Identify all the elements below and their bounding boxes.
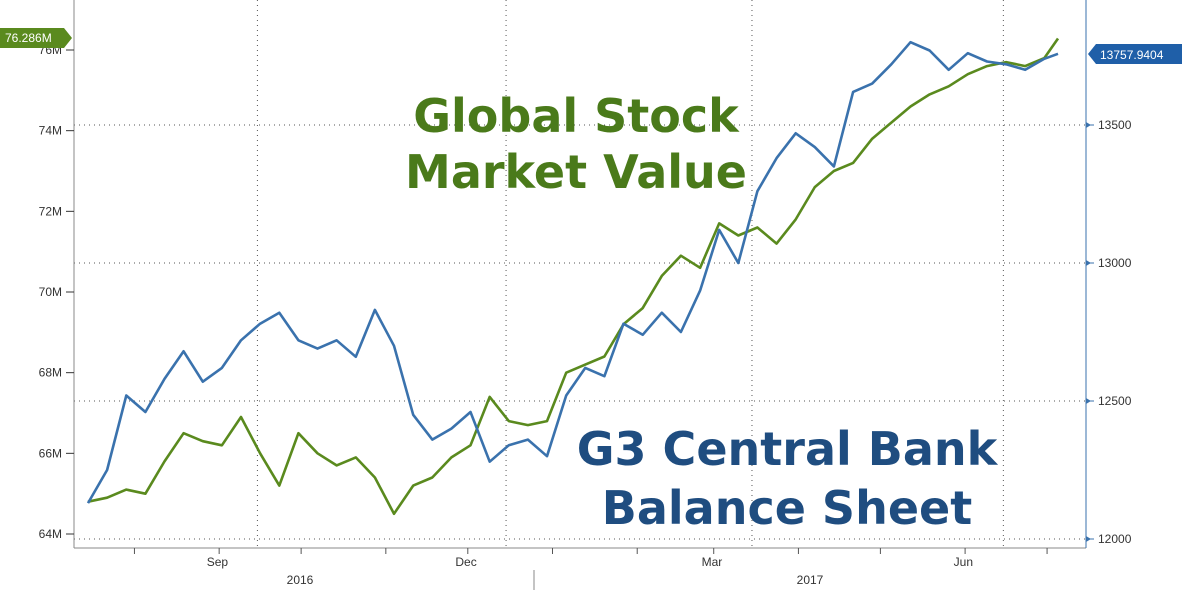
x-tick-label: Sep <box>207 555 229 569</box>
last-value-tags: 76.286M 13757.9404 <box>0 28 1182 64</box>
right-tick-label: 13000 <box>1098 256 1132 270</box>
cb-annotation-line1: G3 Central Bank <box>577 422 999 476</box>
cb-last-value-label: 13757.9404 <box>1100 48 1164 62</box>
left-tick-label: 72M <box>39 204 62 218</box>
right-tick-arrow <box>1086 122 1091 128</box>
x-year-label: 2016 <box>287 573 314 587</box>
stock-annotation-line1: Global Stock <box>413 89 740 143</box>
stock-last-value-label: 76.286M <box>5 31 52 45</box>
x-tick-label: Jun <box>954 555 973 569</box>
left-tick-label: 68M <box>39 366 62 380</box>
right-tick-arrow <box>1086 260 1091 266</box>
left-tick-label: 64M <box>39 527 62 541</box>
series-lines <box>86 37 1060 516</box>
left-tick-label: 70M <box>39 285 62 299</box>
x-tick-label: Mar <box>702 555 723 569</box>
left-tick-label: 66M <box>39 446 62 460</box>
x-year-label: 2017 <box>797 573 824 587</box>
axes <box>73 0 1087 590</box>
right-tick-label: 12000 <box>1098 532 1132 546</box>
cb-annotation-line2: Balance Sheet <box>602 481 972 535</box>
stock-last-value-tag <box>0 28 72 48</box>
stock-value-line <box>87 37 1060 516</box>
right-tick-label: 12500 <box>1098 394 1132 408</box>
central-bank-line <box>86 40 1059 504</box>
stock-annotation-line2: Market Value <box>405 145 747 199</box>
left-tick-label: 74M <box>39 124 62 138</box>
right-tick-label: 13500 <box>1098 118 1132 132</box>
gridlines <box>74 0 1086 548</box>
x-tick-label: Dec <box>455 555 476 569</box>
right-tick-arrow <box>1086 536 1091 542</box>
cb-last-value-tag <box>1088 44 1182 64</box>
right-tick-arrow <box>1086 398 1091 404</box>
